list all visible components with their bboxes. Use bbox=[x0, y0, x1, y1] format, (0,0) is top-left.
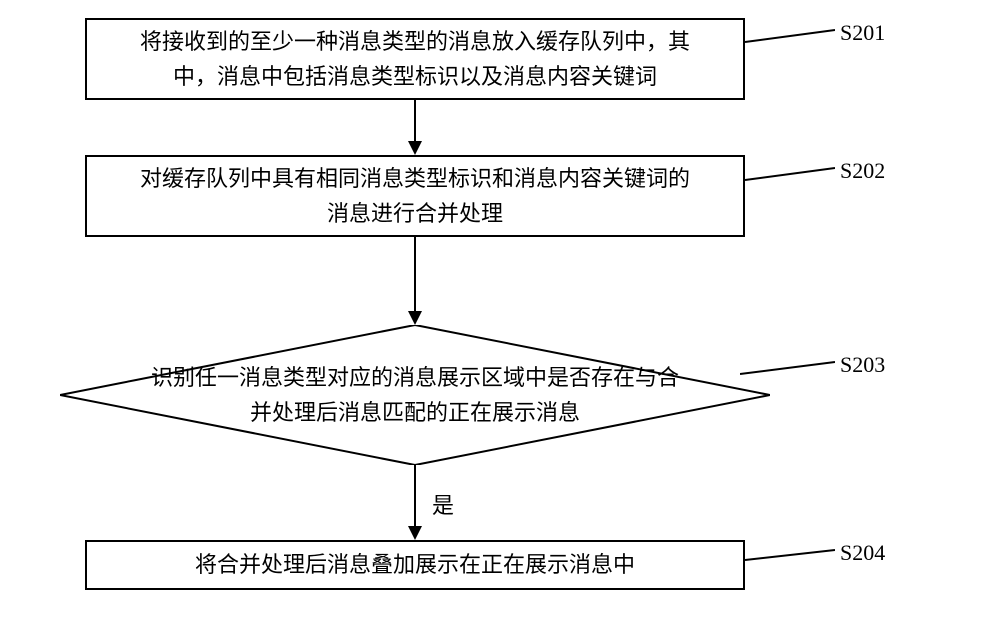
step-s204: 将合并处理后消息叠加展示在正在展示消息中 bbox=[85, 540, 745, 590]
arrow-1-line bbox=[414, 100, 416, 142]
arrow-1-head bbox=[408, 141, 422, 155]
label-s204: S204 bbox=[840, 540, 885, 566]
label-s202: S202 bbox=[840, 158, 885, 184]
label-s202-text: S202 bbox=[840, 158, 885, 183]
leader-s204 bbox=[745, 548, 835, 564]
step-s204-text: 将合并处理后消息叠加展示在正在展示消息中 bbox=[195, 547, 635, 582]
label-s203: S203 bbox=[840, 352, 885, 378]
step-s203-text: 识别任一消息类型对应的消息展示区域中是否存在与合并处理后消息匹配的正在展示消息 bbox=[151, 365, 679, 425]
label-s201-text: S201 bbox=[840, 20, 885, 45]
label-s203-text: S203 bbox=[840, 352, 885, 377]
leader-s203 bbox=[740, 360, 835, 378]
label-s204-text: S204 bbox=[840, 540, 885, 565]
leader-s202 bbox=[745, 166, 835, 184]
arrow-3-head bbox=[408, 526, 422, 540]
branch-yes-label: 是 bbox=[432, 488, 454, 520]
arrow-2-line bbox=[414, 237, 416, 312]
step-s201: 将接收到的至少一种消息类型的消息放入缓存队列中，其中，消息中包括消息类型标识以及… bbox=[85, 18, 745, 100]
flowchart-canvas: 将接收到的至少一种消息类型的消息放入缓存队列中，其中，消息中包括消息类型标识以及… bbox=[0, 0, 1000, 624]
step-s202-text: 对缓存队列中具有相同消息类型标识和消息内容关键词的消息进行合并处理 bbox=[140, 161, 690, 231]
step-s202: 对缓存队列中具有相同消息类型标识和消息内容关键词的消息进行合并处理 bbox=[85, 155, 745, 237]
arrow-3-line bbox=[414, 465, 416, 527]
branch-yes-text: 是 bbox=[432, 493, 454, 518]
step-s203: 识别任一消息类型对应的消息展示区域中是否存在与合并处理后消息匹配的正在展示消息 bbox=[60, 325, 770, 465]
leader-s201 bbox=[745, 28, 835, 46]
label-s201: S201 bbox=[840, 20, 885, 46]
arrow-2-head bbox=[408, 311, 422, 325]
step-s201-text: 将接收到的至少一种消息类型的消息放入缓存队列中，其中，消息中包括消息类型标识以及… bbox=[140, 24, 690, 94]
